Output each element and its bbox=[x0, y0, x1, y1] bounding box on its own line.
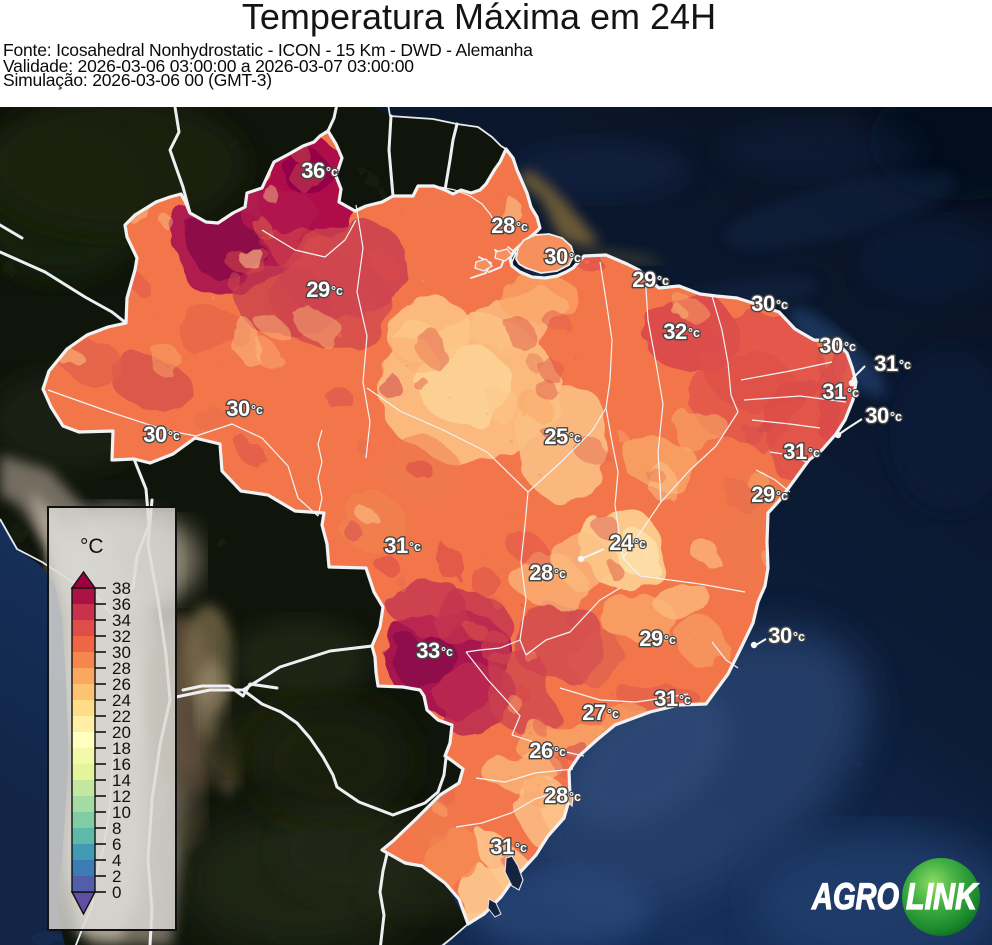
svg-text:8: 8 bbox=[112, 819, 121, 838]
svg-text:30: 30 bbox=[544, 244, 568, 269]
svg-text:28: 28 bbox=[544, 783, 568, 808]
svg-text:6: 6 bbox=[112, 835, 121, 854]
svg-text:29: 29 bbox=[751, 482, 775, 507]
svg-text:25: 25 bbox=[544, 424, 568, 449]
svg-text:26: 26 bbox=[529, 738, 553, 763]
svg-text:30: 30 bbox=[751, 291, 775, 316]
svg-text:°c: °c bbox=[569, 251, 581, 265]
svg-text:°c: °c bbox=[899, 358, 911, 372]
svg-text:°c: °c bbox=[515, 841, 527, 855]
svg-text:12: 12 bbox=[112, 787, 131, 806]
svg-text:31: 31 bbox=[783, 439, 807, 464]
svg-text:°c: °c bbox=[657, 274, 669, 288]
svg-text:32: 32 bbox=[663, 319, 687, 344]
svg-text:29: 29 bbox=[632, 267, 656, 292]
svg-text:°c: °c bbox=[847, 386, 859, 400]
svg-text:18: 18 bbox=[112, 739, 131, 758]
svg-text:28: 28 bbox=[491, 213, 515, 238]
svg-text:36: 36 bbox=[301, 158, 325, 183]
svg-text:31: 31 bbox=[654, 686, 678, 711]
svg-text:°c: °c bbox=[808, 446, 820, 460]
svg-text:10: 10 bbox=[112, 803, 131, 822]
svg-text:°c: °c bbox=[569, 790, 581, 804]
svg-text:31: 31 bbox=[822, 379, 846, 404]
svg-text:28: 28 bbox=[112, 659, 131, 678]
svg-text:°C: °C bbox=[80, 535, 104, 558]
svg-text:16: 16 bbox=[112, 755, 131, 774]
svg-text:30: 30 bbox=[768, 623, 792, 648]
svg-text:29: 29 bbox=[306, 277, 330, 302]
svg-text:°c: °c bbox=[776, 489, 788, 503]
svg-text:30: 30 bbox=[112, 643, 131, 662]
svg-text:36: 36 bbox=[112, 595, 131, 614]
svg-text:34: 34 bbox=[112, 611, 131, 630]
svg-text:27: 27 bbox=[582, 700, 606, 725]
svg-text:AGRO: AGRO bbox=[811, 876, 899, 917]
svg-text:°c: °c bbox=[890, 410, 902, 424]
svg-text:2: 2 bbox=[112, 867, 121, 886]
svg-text:4: 4 bbox=[112, 851, 121, 870]
svg-text:30: 30 bbox=[226, 396, 250, 421]
svg-text:°c: °c bbox=[409, 540, 421, 554]
svg-text:38: 38 bbox=[112, 579, 131, 598]
svg-text:30: 30 bbox=[819, 333, 843, 358]
svg-text:°c: °c bbox=[793, 630, 805, 644]
svg-text:20: 20 bbox=[112, 723, 131, 742]
svg-text:28: 28 bbox=[529, 560, 553, 585]
svg-text:24: 24 bbox=[112, 691, 131, 710]
svg-text:°c: °c bbox=[569, 431, 581, 445]
svg-text:33: 33 bbox=[416, 638, 440, 663]
svg-text:°c: °c bbox=[664, 633, 676, 647]
svg-text:30: 30 bbox=[143, 422, 167, 447]
svg-text:29: 29 bbox=[639, 626, 663, 651]
svg-text:°c: °c bbox=[844, 340, 856, 354]
svg-text:31: 31 bbox=[490, 834, 514, 859]
svg-text:26: 26 bbox=[112, 675, 131, 694]
svg-text:°c: °c bbox=[168, 429, 180, 443]
svg-text:31: 31 bbox=[384, 533, 408, 558]
svg-text:°c: °c bbox=[679, 693, 691, 707]
svg-text:°c: °c bbox=[634, 537, 646, 551]
svg-text:°c: °c bbox=[688, 326, 700, 340]
svg-text:°c: °c bbox=[607, 707, 619, 721]
svg-text:0: 0 bbox=[112, 883, 121, 902]
svg-text:LINK: LINK bbox=[906, 876, 979, 917]
svg-text:31: 31 bbox=[874, 351, 898, 376]
svg-text:°c: °c bbox=[554, 567, 566, 581]
svg-text:14: 14 bbox=[112, 771, 131, 790]
svg-text:°c: °c bbox=[441, 645, 453, 659]
svg-text:°c: °c bbox=[776, 298, 788, 312]
svg-text:°c: °c bbox=[251, 403, 263, 417]
svg-text:°c: °c bbox=[554, 745, 566, 759]
svg-text:22: 22 bbox=[112, 707, 131, 726]
svg-text:24: 24 bbox=[609, 530, 634, 555]
svg-text:°c: °c bbox=[326, 165, 338, 179]
svg-text:32: 32 bbox=[112, 627, 131, 646]
svg-text:30: 30 bbox=[865, 403, 889, 428]
svg-text:°c: °c bbox=[516, 220, 528, 234]
svg-text:°c: °c bbox=[331, 284, 343, 298]
